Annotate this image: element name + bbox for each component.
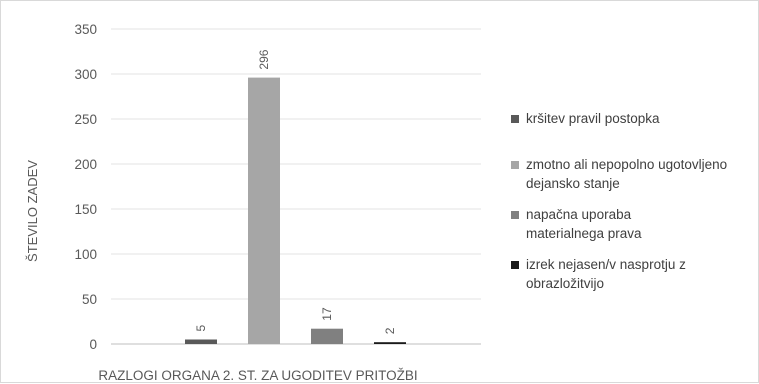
legend-label: napačna uporaba materialnega prava xyxy=(526,207,642,241)
y-tick-label: 250 xyxy=(74,112,97,127)
y-tick-label: 100 xyxy=(74,247,97,262)
y-tick-label: 50 xyxy=(82,292,97,307)
legend-label: izrek nejasen/v nasprotju z obrazložitvi… xyxy=(526,257,686,291)
legend-swatch xyxy=(511,161,519,169)
data-label: 2 xyxy=(383,327,397,334)
y-axis-ticks: 0 50 100 150 200 250 300 350 xyxy=(74,22,97,352)
bar xyxy=(248,77,280,344)
y-tick-label: 0 xyxy=(89,337,97,352)
bar xyxy=(311,328,343,344)
y-tick-label: 300 xyxy=(74,67,97,82)
y-axis-title: ŠTEVILO ZADEV xyxy=(25,160,40,262)
data-label: 17 xyxy=(320,307,334,321)
data-label: 296 xyxy=(257,49,271,69)
data-labels: 5 296 17 2 xyxy=(194,49,397,334)
gridlines xyxy=(111,28,481,345)
legend-item-napacna: napačna uporaba materialnega prava xyxy=(511,205,676,243)
y-tick-label: 350 xyxy=(74,22,97,37)
bars xyxy=(185,77,406,344)
legend-item-krsitev: kršitev pravil postopka xyxy=(511,109,660,128)
legend-swatch xyxy=(511,211,519,219)
legend-swatch xyxy=(511,261,519,269)
legend-label: zmotno ali nepopolno ugotovljeno dejansk… xyxy=(526,157,728,191)
legend-item-izrek: izrek nejasen/v nasprotju z obrazložitvi… xyxy=(511,255,726,293)
legend-label: kršitev pravil postopka xyxy=(526,111,660,126)
bar xyxy=(185,339,217,344)
legend-item-zmotno: zmotno ali nepopolno ugotovljeno dejansk… xyxy=(511,155,741,193)
x-axis-title: RAZLOGI ORGANA 2. ST. ZA UGODITEV PRITOŽ… xyxy=(98,368,417,383)
y-tick-label: 150 xyxy=(74,202,97,217)
bar xyxy=(374,342,406,344)
legend-swatch xyxy=(511,115,519,123)
y-tick-label: 200 xyxy=(74,157,97,172)
data-label: 5 xyxy=(194,325,208,332)
